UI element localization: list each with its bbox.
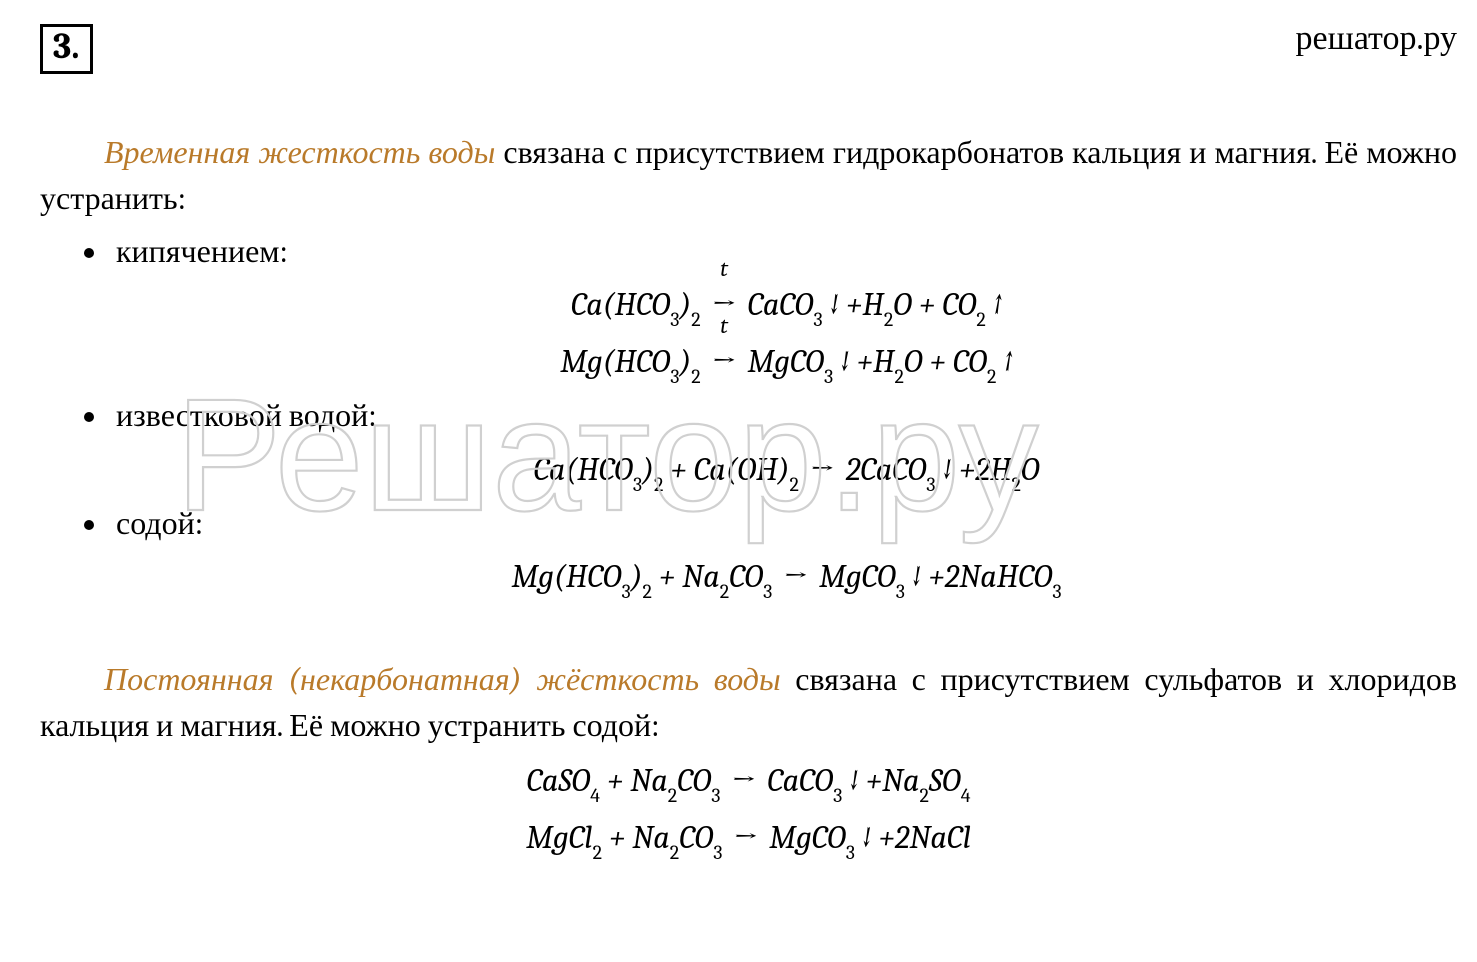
reaction-rhs: CaCO3 ↓ +H2O + CO2 ↑ bbox=[747, 286, 1002, 323]
section-gap bbox=[40, 609, 1457, 657]
reaction-rhs: MgCO3 ↓ +2NaCl bbox=[769, 819, 971, 856]
reaction-arrow-wrap: → bbox=[731, 755, 756, 806]
arrow-superscript: t bbox=[712, 257, 737, 280]
reaction-arrow-wrap: → bbox=[810, 444, 835, 495]
reaction-lhs: CaSO4 + Na2CO3 bbox=[527, 762, 721, 799]
reaction-rhs: CaCO3 ↓ +Na2SO4 bbox=[767, 762, 970, 799]
reaction-lhs: Ca(HCO3)2 + Ca(OH)2 bbox=[534, 451, 799, 488]
lime-water-reaction-1: Ca(HCO3)2 + Ca(OH)2 → 2CaCO3 ↓ +2H2O bbox=[116, 444, 1457, 497]
reaction-arrow-wrap: → bbox=[733, 812, 758, 863]
section2-term: Постоянная (некарбонатная) жёсткость вод… bbox=[104, 661, 781, 698]
reaction-rhs: MgCO3 ↓ +2NaHCO3 bbox=[819, 558, 1061, 595]
right-arrow-icon: → bbox=[712, 343, 737, 380]
arrow-superscript: t bbox=[712, 314, 737, 337]
section2-reaction-2: MgCl2 + Na2CO3 → MgCO3 ↓ +2NaCl bbox=[40, 812, 1457, 865]
reaction-formula: Ca(HCO3)2 + Ca(OH)2 → 2CaCO3 ↓ +2H2O bbox=[534, 444, 1040, 497]
site-watermark-corner: решатор.ру bbox=[1296, 18, 1457, 58]
reaction-rhs: MgCO3 ↓ +H2O + CO2 ↑ bbox=[747, 343, 1012, 380]
reaction-lhs: MgCl2 + Na2CO3 bbox=[526, 819, 722, 856]
section1-term: Временная жесткость воды bbox=[104, 134, 495, 171]
method-boiling: кипячением: Ca(HCO3)2 t → CaCO3 ↓ +H2O +… bbox=[110, 229, 1457, 390]
section2-intro: Постоянная (некарбонатная) жёсткость вод… bbox=[40, 657, 1457, 750]
reaction-formula: Mg(HCO3)2 t → MgCO3 ↓ +H2O + CO2 ↑ bbox=[560, 336, 1013, 389]
problem-number-box: 3. bbox=[40, 24, 93, 74]
reaction-formula: CaSO4 + Na2CO3 → CaCO3 ↓ +Na2SO4 bbox=[527, 755, 971, 808]
document-body: Временная жесткость воды связана с прису… bbox=[40, 130, 1457, 870]
reaction-lhs: Ca(HCO3)2 bbox=[571, 286, 701, 323]
section1-intro: Временная жесткость воды связана с прису… bbox=[40, 130, 1457, 223]
reaction-arrow-wrap: → bbox=[783, 551, 808, 602]
reaction-lhs: Mg(HCO3)2 bbox=[560, 343, 700, 380]
method-soda: содой: Mg(HCO3)2 + Na2CO3 → MgCO3 ↓ +2Na… bbox=[110, 501, 1457, 605]
section2-reaction-1: CaSO4 + Na2CO3 → CaCO3 ↓ +Na2SO4 bbox=[40, 755, 1457, 808]
method-lime-water-label: известковой водой: bbox=[116, 397, 377, 434]
method-soda-label: содой: bbox=[116, 505, 203, 542]
boiling-reaction-1: Ca(HCO3)2 t → CaCO3 ↓ +H2O + CO2 ↑ bbox=[116, 279, 1457, 332]
reaction-rhs: 2CaCO3 ↓ +2H2O bbox=[846, 451, 1040, 488]
method-lime-water: известковой водой: Ca(HCO3)2 + Ca(OH)2 →… bbox=[110, 393, 1457, 497]
problem-number-text: 3. bbox=[53, 26, 80, 67]
method-boiling-label: кипячением: bbox=[116, 233, 288, 270]
section1-methods-list: кипячением: Ca(HCO3)2 t → CaCO3 ↓ +H2O +… bbox=[110, 229, 1457, 605]
soda-reaction-1: Mg(HCO3)2 + Na2CO3 → MgCO3 ↓ +2NaHCO3 bbox=[116, 551, 1457, 604]
reaction-formula: MgCl2 + Na2CO3 → MgCO3 ↓ +2NaCl bbox=[526, 812, 971, 865]
right-arrow-icon: → bbox=[783, 558, 808, 595]
reaction-formula: Ca(HCO3)2 t → CaCO3 ↓ +H2O + CO2 ↑ bbox=[571, 279, 1002, 332]
page-root: 3. решатор.ру Временная жесткость воды с… bbox=[0, 0, 1477, 962]
right-arrow-icon: → bbox=[810, 451, 835, 488]
reaction-lhs: Mg(HCO3)2 + Na2CO3 bbox=[511, 558, 772, 595]
reaction-arrow-wrap: t → bbox=[712, 336, 737, 387]
right-arrow-icon: → bbox=[731, 762, 756, 799]
right-arrow-icon: → bbox=[733, 819, 758, 856]
reaction-formula: Mg(HCO3)2 + Na2CO3 → MgCO3 ↓ +2NaHCO3 bbox=[511, 551, 1061, 604]
boiling-reaction-2: Mg(HCO3)2 t → MgCO3 ↓ +H2O + CO2 ↑ bbox=[116, 336, 1457, 389]
